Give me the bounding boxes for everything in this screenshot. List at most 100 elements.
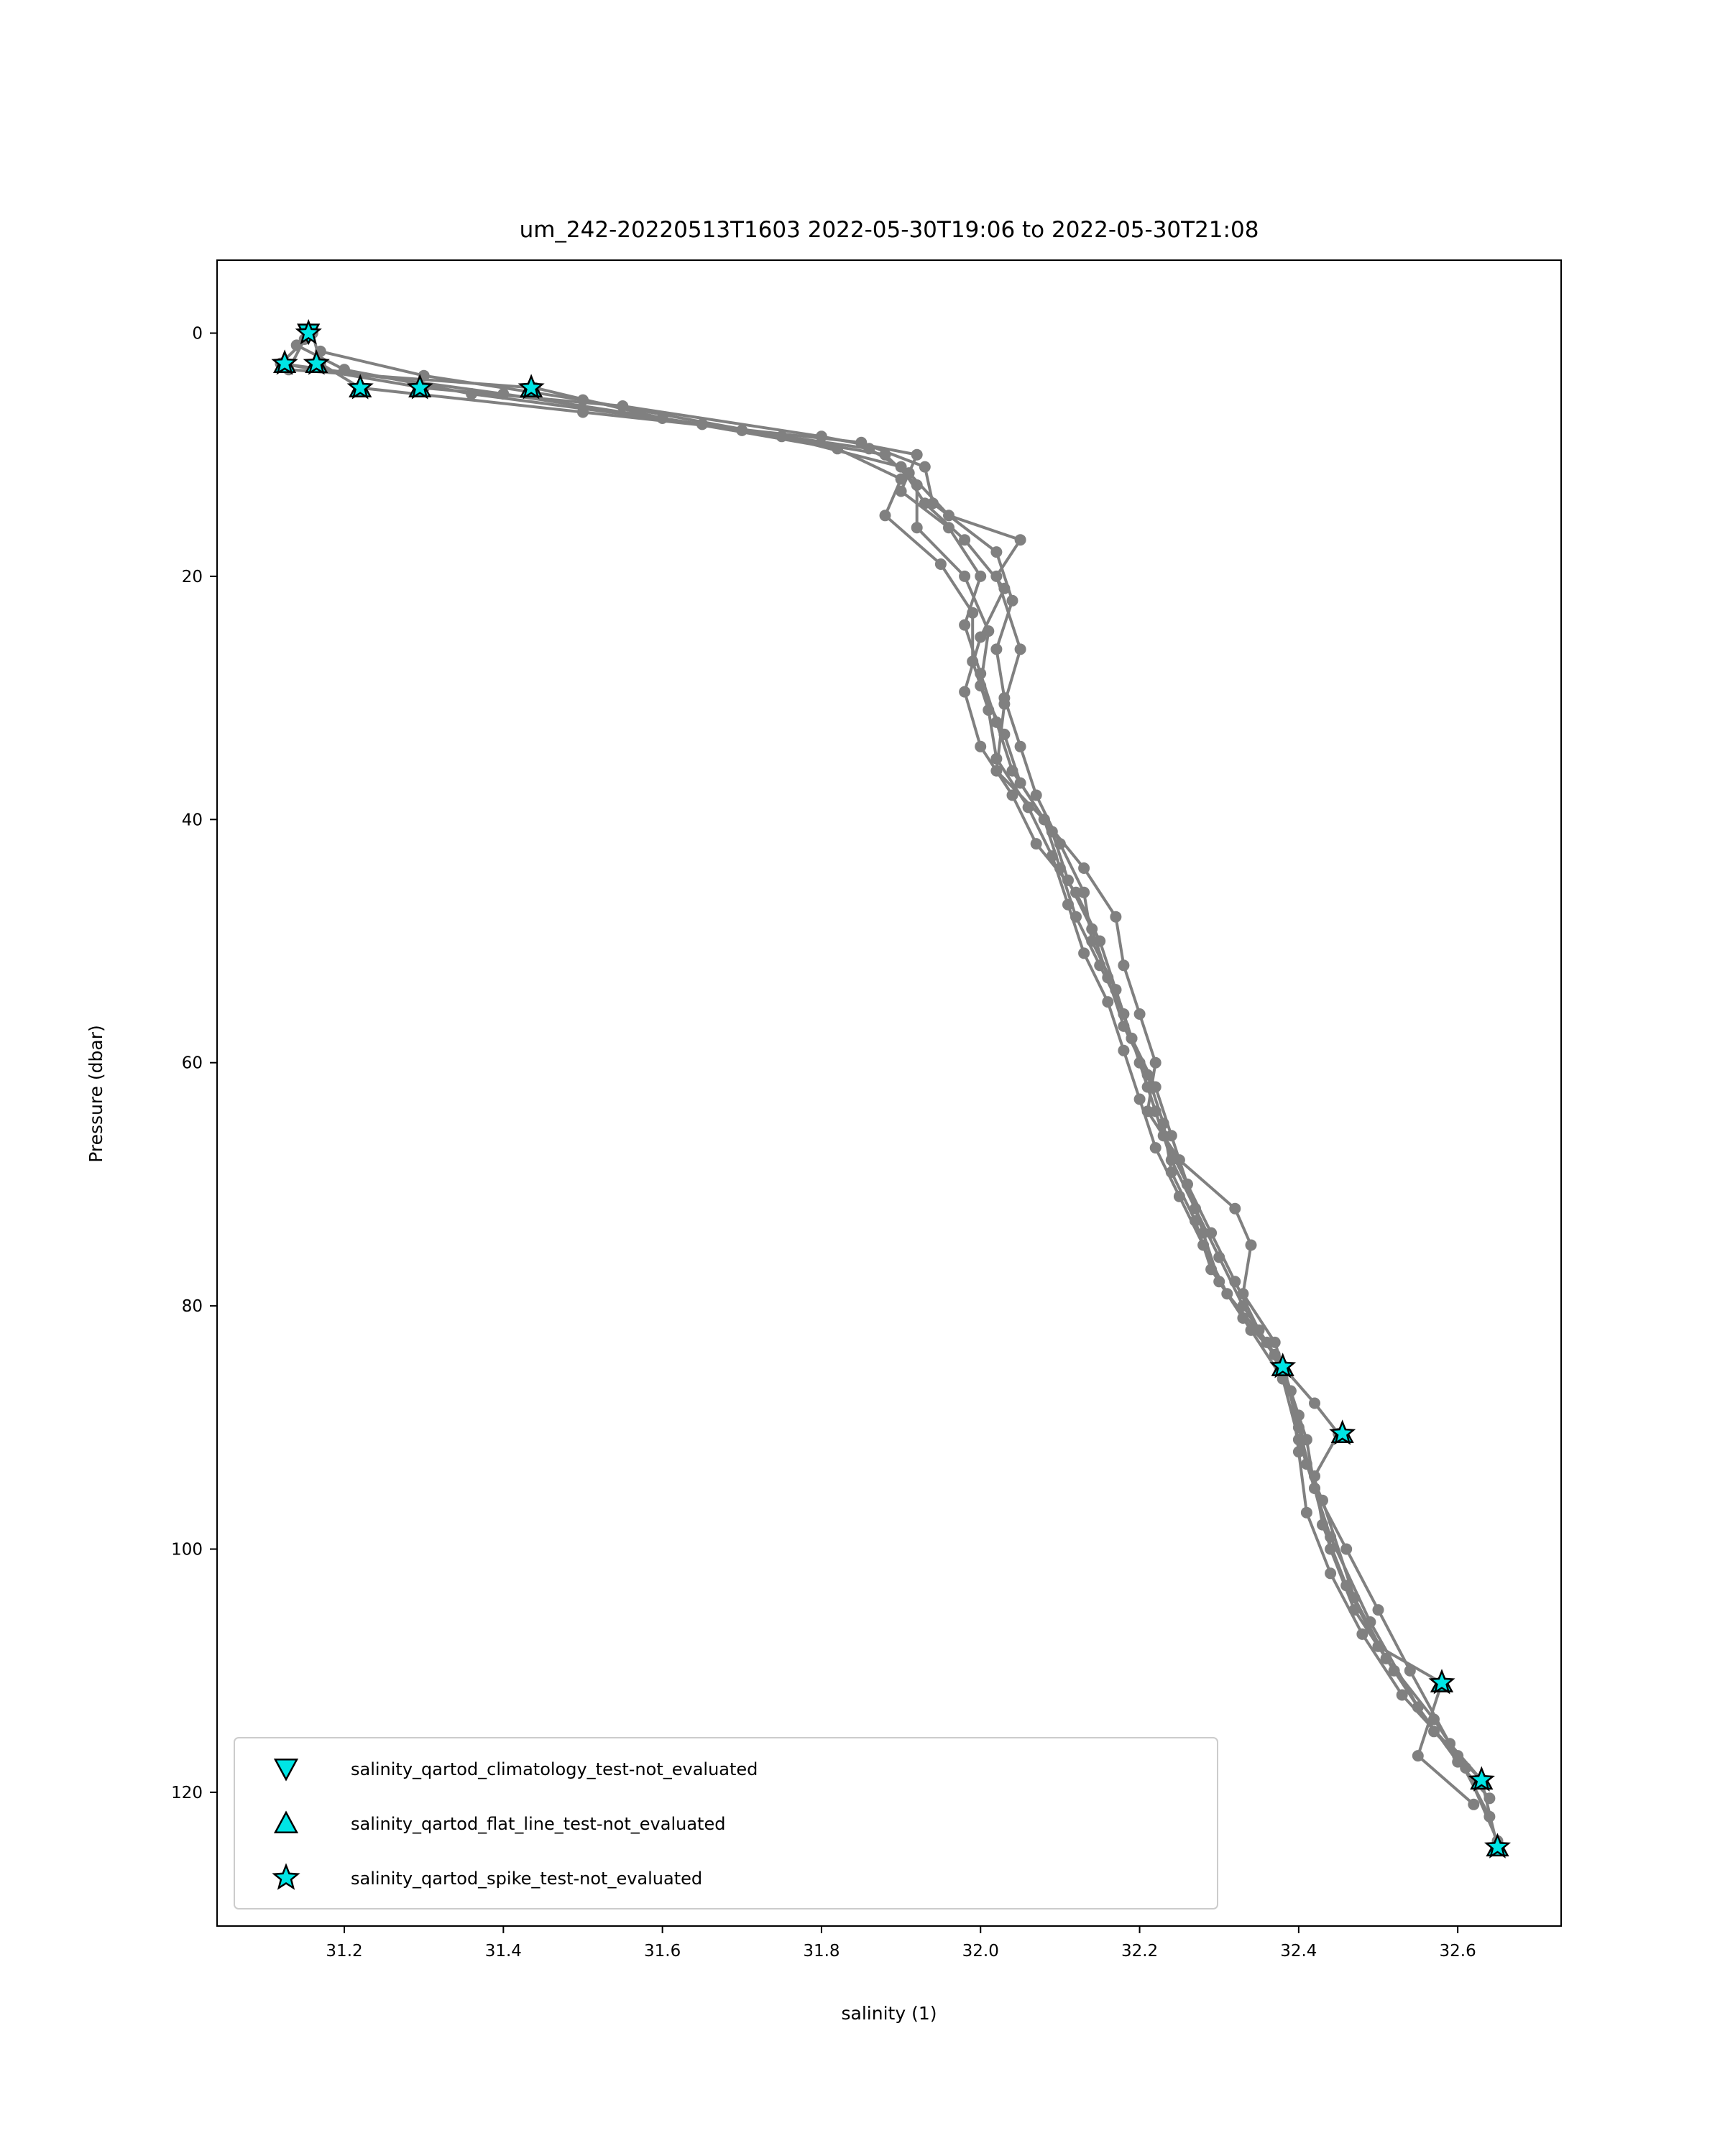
data-point: [863, 443, 875, 455]
data-point: [1141, 1105, 1154, 1118]
data-point: [1038, 814, 1050, 826]
y-axis-label: Pressure (dbar): [86, 1025, 106, 1163]
plot-area: [271, 318, 1512, 1858]
data-point: [1149, 1142, 1162, 1154]
data-point: [1444, 1738, 1456, 1750]
profile-series-5: [314, 345, 1496, 1805]
data-point: [1300, 1434, 1312, 1446]
data-point: [990, 643, 1003, 655]
data-point: [1133, 1008, 1146, 1020]
data-point: [1468, 1798, 1480, 1810]
data-point: [998, 698, 1011, 710]
data-point: [1245, 1324, 1257, 1336]
data-point: [1070, 886, 1082, 898]
data-point: [1396, 1689, 1408, 1701]
data-point: [975, 740, 987, 752]
data-point: [1197, 1227, 1210, 1239]
data-point: [911, 448, 923, 461]
y-tick-label: 0: [192, 325, 203, 344]
qc-star-marker: [303, 349, 330, 375]
data-point: [919, 497, 931, 510]
data-point: [1078, 886, 1090, 898]
data-point: [1309, 1397, 1320, 1409]
chart-title: um_242-20220513T1603 2022-05-30T19:06 to…: [520, 217, 1259, 243]
data-point: [1006, 789, 1018, 801]
data-point: [1094, 935, 1106, 947]
x-tick-label: 31.6: [644, 1942, 681, 1961]
data-point: [1165, 1166, 1177, 1178]
y-tick-label: 60: [182, 1054, 203, 1073]
data-point: [943, 522, 954, 534]
data-point: [1364, 1616, 1376, 1628]
legend-label: salinity_qartod_flat_line_test-not_evalu…: [351, 1814, 725, 1834]
data-point: [975, 680, 987, 692]
x-axis-label: salinity (1): [842, 2003, 937, 2024]
data-point: [895, 473, 907, 485]
data-point: [1181, 1178, 1193, 1190]
data-point: [736, 424, 748, 436]
data-point: [934, 558, 947, 570]
qc-star-marker: [295, 318, 322, 345]
data-point: [1078, 862, 1090, 874]
data-point: [1165, 1130, 1177, 1142]
profile-line: [287, 338, 1491, 1818]
data-point: [1149, 1056, 1162, 1069]
data-point: [1078, 947, 1090, 959]
data-point: [1030, 789, 1042, 801]
data-point: [879, 510, 891, 522]
x-axis: 31.2 31.4 31.6 31.8 32.0 32.2 32.4 32.6: [326, 1926, 1476, 1961]
legend-entry: salinity_qartod_climatology_test-not_eva…: [273, 1759, 758, 1782]
data-point: [1404, 1664, 1416, 1677]
data-point: [1126, 1032, 1138, 1044]
data-point: [1284, 1385, 1297, 1397]
data-point: [577, 394, 589, 406]
data-point: [1300, 1506, 1312, 1519]
legend-box: [234, 1737, 1218, 1909]
qc-star-marker: [346, 374, 374, 400]
qc-star-marker: [1468, 1766, 1495, 1792]
data-point: [1118, 959, 1130, 972]
legend-star-marker: [272, 1863, 300, 1890]
legend: salinity_qartod_climatology_test-not_eva…: [234, 1737, 1218, 1909]
profile-line: [320, 349, 1491, 1800]
legend-label: salinity_qartod_spike_test-not_evaluated: [351, 1869, 702, 1889]
qc-star-marker: [1329, 1419, 1356, 1445]
legend-triangle-down-marker: [273, 1759, 299, 1782]
qc-star-marker: [1269, 1353, 1297, 1378]
data-point: [1261, 1336, 1273, 1348]
data-point: [1014, 740, 1026, 752]
data-point: [1229, 1202, 1241, 1215]
x-tick-label: 32.4: [1280, 1942, 1317, 1961]
legend-label: salinity_qartod_climatology_test-not_eva…: [351, 1759, 758, 1779]
y-tick-label: 120: [171, 1784, 203, 1802]
data-point: [1452, 1756, 1464, 1768]
data-point: [1309, 1482, 1320, 1494]
data-point: [903, 467, 915, 479]
legend-entry: salinity_qartod_spike_test-not_evaluated: [272, 1863, 702, 1890]
profile-series-6: [275, 357, 1488, 1786]
data-point: [959, 619, 971, 631]
data-point: [1030, 838, 1042, 850]
data-point: [1014, 643, 1026, 655]
data-point: [1245, 1239, 1257, 1251]
y-tick-label: 100: [171, 1540, 203, 1559]
data-point: [1325, 1567, 1337, 1580]
data-point: [1118, 1044, 1130, 1056]
data-point: [1133, 1093, 1146, 1105]
data-point: [290, 339, 303, 351]
data-point: [1110, 911, 1122, 923]
x-tick-label: 32.6: [1440, 1942, 1476, 1961]
data-point: [1237, 1288, 1249, 1300]
data-point: [975, 631, 987, 643]
data-point: [990, 546, 1003, 558]
data-point: [1213, 1276, 1225, 1288]
y-tick-label: 80: [182, 1297, 203, 1316]
data-point: [959, 686, 971, 698]
data-point: [1412, 1750, 1424, 1762]
y-tick-label: 20: [182, 568, 203, 586]
qc-star-marker: [1484, 1833, 1512, 1858]
legend-entry: salinity_qartod_flat_line_test-not_evalu…: [273, 1810, 725, 1834]
data-point: [911, 522, 923, 534]
data-point: [1269, 1336, 1281, 1348]
